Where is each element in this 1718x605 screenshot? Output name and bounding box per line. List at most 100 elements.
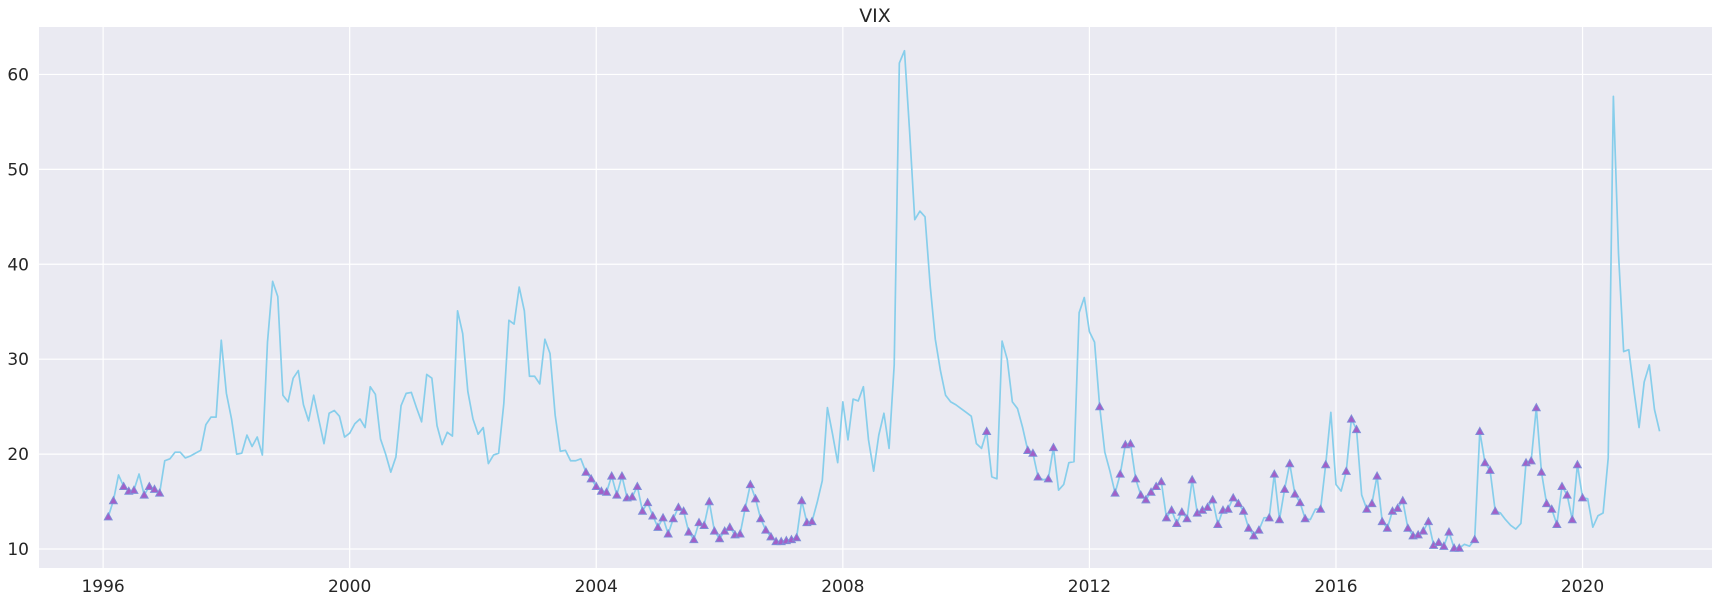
low-point-marker	[642, 497, 653, 507]
low-point-marker	[154, 488, 165, 497]
low-point-marker	[1110, 488, 1120, 497]
low-point-marker	[1552, 519, 1562, 528]
low-point-marker	[1254, 525, 1264, 534]
low-point-marker	[1490, 506, 1500, 515]
low-point-marker	[1279, 484, 1290, 493]
low-point-marker	[1392, 503, 1403, 512]
low-point-marker	[658, 512, 668, 522]
low-point-marker	[1367, 498, 1377, 508]
low-point-marker	[103, 511, 114, 521]
low-point-marker	[1577, 492, 1588, 502]
low-point-marker	[129, 485, 139, 494]
low-point-marker	[761, 525, 771, 534]
low-point-marker	[673, 502, 684, 511]
low-point-marker	[144, 481, 155, 491]
low-point-marker	[1202, 502, 1213, 511]
low-point-marker	[1264, 512, 1274, 522]
low-point-marker	[647, 510, 658, 520]
y-tick-label: 40	[7, 255, 29, 275]
low-point-marker	[1469, 534, 1480, 544]
low-point-marker	[755, 513, 766, 523]
x-tick-label: 1996	[81, 577, 124, 597]
low-point-marker	[699, 520, 709, 529]
low-point-marker	[601, 487, 612, 496]
low-point-marker	[1207, 494, 1218, 504]
low-point-marker	[1382, 523, 1393, 532]
low-point-marker	[149, 484, 160, 493]
low-point-marker	[1243, 523, 1254, 532]
marker-layer	[103, 401, 1588, 552]
chart-title: VIX	[859, 5, 891, 27]
low-point-marker	[1249, 530, 1259, 540]
y-tick-label: 30	[7, 350, 29, 370]
low-point-marker	[653, 522, 663, 531]
low-point-marker	[1403, 523, 1413, 532]
low-point-marker	[1048, 442, 1059, 452]
low-point-marker	[796, 495, 807, 505]
low-point-marker	[1223, 504, 1233, 513]
plot-background	[39, 27, 1712, 568]
low-point-marker	[1418, 526, 1429, 535]
low-point-marker	[1141, 494, 1151, 504]
low-point-marker	[1187, 474, 1197, 484]
low-point-marker	[1397, 495, 1408, 505]
low-point-marker	[1177, 507, 1187, 516]
low-point-marker	[1022, 445, 1033, 454]
low-point-marker	[1562, 489, 1572, 499]
low-point-marker	[1300, 513, 1310, 523]
low-point-marker	[1171, 518, 1182, 528]
low-point-marker	[1372, 471, 1382, 480]
low-point-marker	[766, 531, 776, 541]
x-tick-label: 2008	[821, 577, 864, 597]
x-tick-label: 2020	[1561, 577, 1604, 597]
low-point-marker	[586, 473, 596, 483]
low-point-marker	[1341, 466, 1352, 475]
low-point-marker	[1156, 476, 1167, 486]
low-point-marker	[1213, 519, 1223, 528]
low-point-marker	[683, 527, 694, 536]
x-tick-label: 2004	[575, 577, 618, 597]
low-point-marker	[750, 493, 761, 503]
low-point-marker	[139, 489, 149, 499]
low-point-marker	[1228, 492, 1239, 502]
low-point-marker	[1480, 457, 1490, 467]
low-point-marker	[1546, 504, 1557, 513]
low-point-marker	[1274, 514, 1285, 524]
low-point-marker	[1526, 455, 1536, 465]
low-point-marker	[1531, 402, 1542, 412]
low-point-marker	[606, 471, 617, 480]
low-point-marker	[745, 479, 756, 489]
low-point-marker	[1377, 516, 1387, 526]
low-point-marker	[1151, 481, 1161, 491]
low-point-marker	[1439, 541, 1449, 550]
low-point-marker	[1541, 498, 1552, 508]
low-point-marker	[1320, 459, 1331, 469]
low-point-marker	[1346, 414, 1357, 423]
low-point-marker	[1454, 543, 1465, 552]
low-point-marker	[1290, 489, 1300, 498]
low-point-marker	[1130, 473, 1141, 483]
low-point-marker	[1233, 498, 1244, 508]
low-point-marker	[627, 491, 637, 501]
low-point-marker	[807, 516, 817, 526]
low-point-marker	[709, 526, 720, 535]
low-point-marker	[1315, 504, 1326, 513]
x-tick-label: 2000	[328, 577, 371, 597]
low-point-marker	[740, 503, 750, 512]
y-tick-label: 60	[7, 65, 29, 85]
low-point-marker	[108, 495, 119, 505]
low-point-marker	[704, 496, 715, 506]
low-point-marker	[1475, 426, 1485, 435]
low-point-marker	[581, 467, 591, 476]
low-point-marker	[1557, 481, 1567, 491]
x-tick-label: 2016	[1314, 577, 1357, 597]
low-point-marker	[1423, 516, 1434, 526]
low-point-marker	[1125, 438, 1136, 448]
low-point-marker	[632, 481, 643, 491]
y-tick-label: 50	[7, 160, 29, 180]
low-point-marker	[735, 528, 745, 538]
low-point-marker	[1028, 448, 1038, 457]
low-point-marker	[1572, 459, 1583, 469]
low-point-marker	[118, 481, 129, 491]
